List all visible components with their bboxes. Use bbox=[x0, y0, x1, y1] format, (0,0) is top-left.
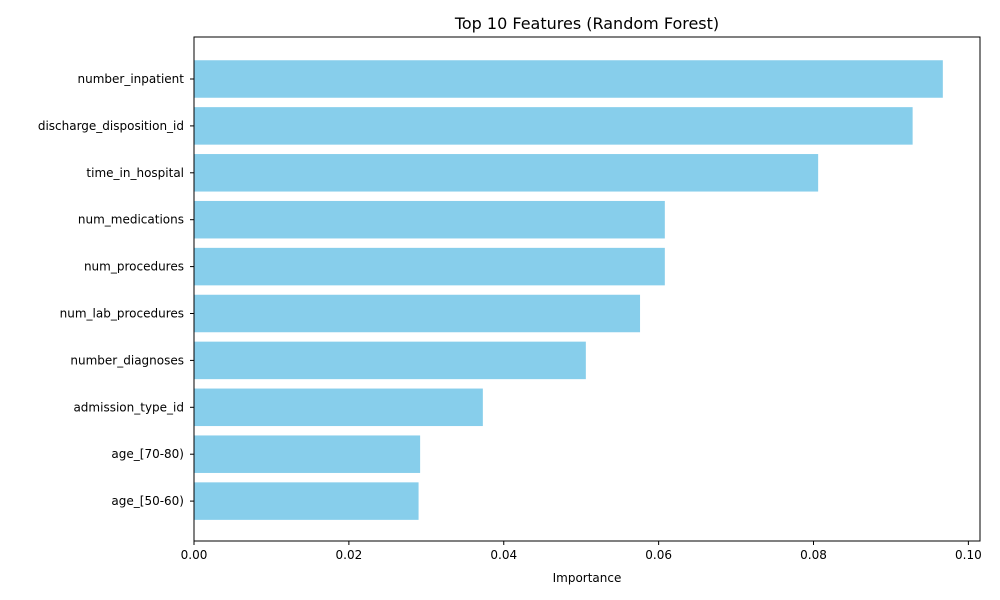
bar-7 bbox=[194, 388, 483, 427]
y-tick-label: admission_type_id bbox=[73, 400, 184, 414]
y-axis: number_inpatient discharge_disposition_id… bbox=[38, 72, 194, 508]
y-tick-label: number_inpatient bbox=[78, 72, 185, 86]
y-tick-label: discharge_disposition_id bbox=[38, 119, 184, 133]
bars-layer bbox=[194, 60, 943, 520]
y-tick-label: age_[50-60) bbox=[111, 494, 184, 508]
x-tick-label: 0.06 bbox=[645, 548, 672, 562]
chart-title: Top 10 Features (Random Forest) bbox=[454, 14, 719, 33]
y-tick-label: num_procedures bbox=[84, 260, 184, 274]
x-tick-label: 0.08 bbox=[800, 548, 827, 562]
y-tick-label: number_diagnoses bbox=[70, 353, 184, 367]
x-tick-label: 0.10 bbox=[955, 548, 982, 562]
bar-8 bbox=[194, 435, 421, 473]
bar-4 bbox=[194, 247, 665, 286]
bar-3 bbox=[194, 200, 665, 239]
x-axis: 0.00 0.02 0.04 0.06 0.08 0.10 bbox=[181, 541, 982, 562]
bar-6 bbox=[194, 341, 586, 380]
x-tick-label: 0.02 bbox=[336, 548, 363, 562]
bar-2 bbox=[194, 154, 819, 192]
bar-0 bbox=[194, 60, 943, 98]
x-tick-label: 0.00 bbox=[181, 548, 208, 562]
plot-frame bbox=[193, 36, 981, 542]
bar-5 bbox=[194, 294, 641, 333]
bar-9 bbox=[194, 482, 419, 520]
y-tick-label: age_[70-80) bbox=[111, 447, 184, 461]
x-axis-title: Importance bbox=[553, 571, 622, 585]
bar-1 bbox=[194, 107, 913, 145]
y-tick-label: num_lab_procedures bbox=[60, 307, 184, 321]
y-tick-label: time_in_hospital bbox=[86, 166, 184, 180]
x-tick-label: 0.04 bbox=[490, 548, 517, 562]
y-tick-label: num_medications bbox=[78, 213, 184, 227]
